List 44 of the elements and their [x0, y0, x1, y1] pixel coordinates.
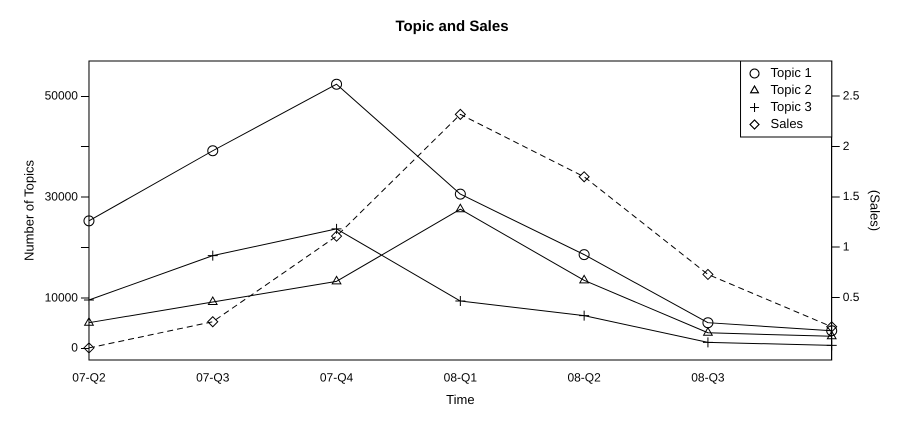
y-tick-label: 10000 [44, 290, 78, 304]
legend-label: Sales [770, 116, 804, 132]
y2-tick-label: 1.5 [842, 189, 860, 204]
chart-title: Topic and Sales [395, 18, 509, 36]
y2-axis-title: (Sales) [868, 190, 883, 232]
point [332, 276, 342, 284]
point [207, 145, 218, 156]
point [578, 249, 590, 260]
point [83, 342, 94, 354]
point [207, 316, 218, 328]
y-tick-label: 30000 [44, 189, 78, 204]
x-tick-label: 08-Q2 [567, 370, 602, 385]
x-tick-label: 07-Q2 [72, 370, 106, 385]
y2-tick-label: 2.5 [842, 88, 860, 103]
y-tick-label: 0 [71, 340, 78, 355]
y2-tick-label: 1 [842, 240, 850, 254]
legend-label: Topic 1 [770, 65, 812, 80]
point [331, 230, 342, 242]
point [702, 317, 714, 328]
x-tick-label: 08-Q3 [691, 370, 725, 385]
point [826, 330, 837, 340]
point [578, 171, 590, 182]
legend-label: Topic 3 [770, 99, 812, 114]
point [208, 296, 218, 306]
y-tick-label: 50000 [44, 88, 78, 103]
point [826, 325, 838, 336]
point [454, 108, 466, 120]
legend-label: Topic 2 [770, 82, 812, 98]
point [83, 215, 94, 226]
point [331, 78, 342, 90]
point [703, 327, 713, 336]
x-tick-label: 07-Q3 [196, 370, 230, 385]
y-axis-title: Number of Topics [21, 160, 36, 261]
point [84, 317, 94, 326]
x-tick-label: 08-Q1 [444, 370, 478, 385]
point [456, 204, 466, 212]
y2-tick-label: 2 [842, 138, 850, 153]
x-axis-title: Time [446, 392, 475, 407]
point [454, 188, 466, 200]
point [702, 268, 714, 280]
x-tick-label: 07-Q4 [320, 370, 354, 385]
point [826, 321, 838, 332]
point [579, 274, 589, 284]
y2-tick-label: 0.5 [842, 290, 860, 304]
